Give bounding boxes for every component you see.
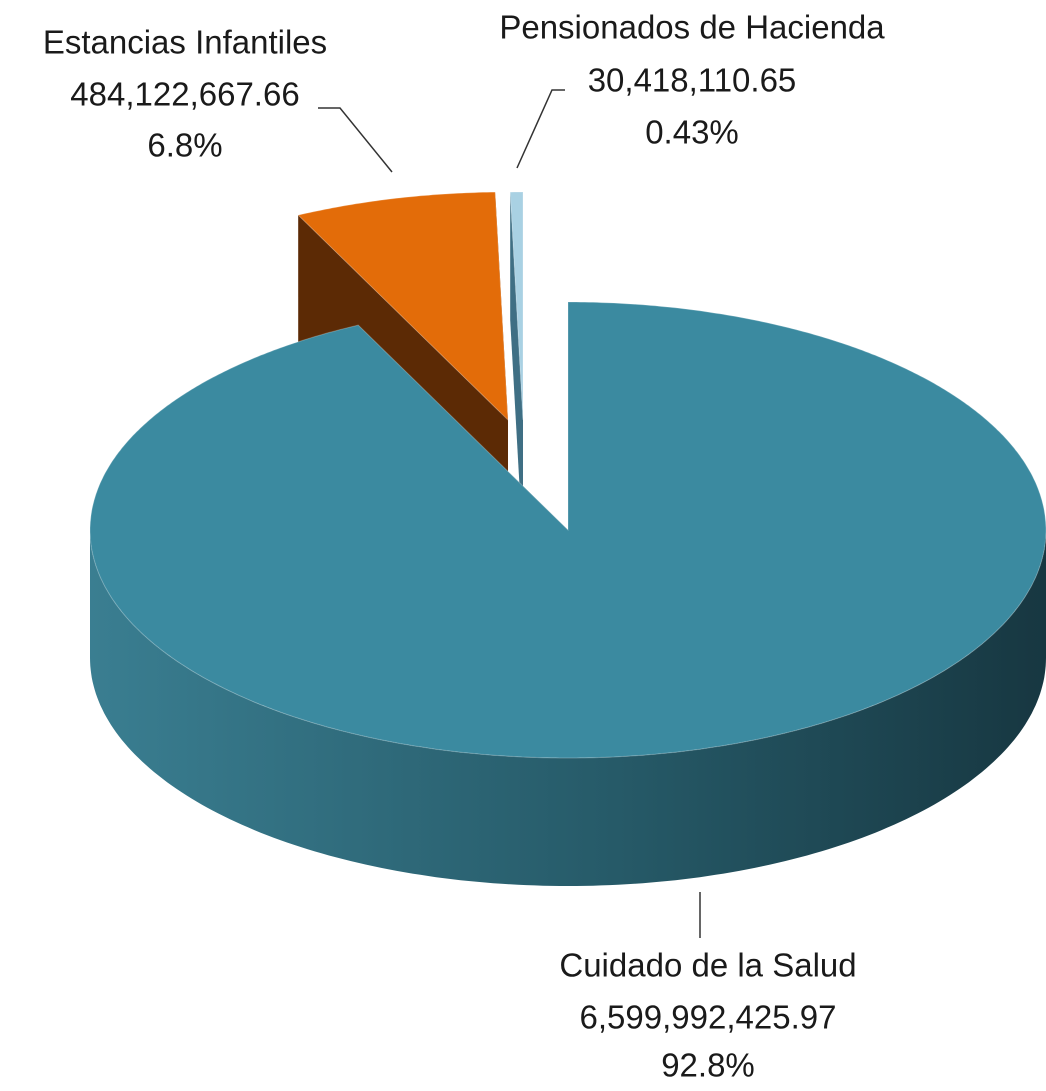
percent-label: 0.43% (645, 114, 739, 151)
slice-label: Cuidado de la Salud (559, 947, 856, 984)
slice-label: Estancias Infantiles (43, 24, 327, 61)
leader-line (516, 89, 565, 169)
value-label: 30,418,110.65 (588, 62, 797, 99)
leader-line (318, 107, 393, 173)
slice-wall (90, 530, 1046, 886)
pie-slice (89, 301, 1046, 759)
slice-label: Pensionados de Hacienda (499, 9, 885, 46)
percent-label: 6.8% (147, 127, 222, 164)
percent-label: 92.8% (661, 1047, 755, 1084)
value-label: 6,599,992,425.97 (580, 999, 837, 1036)
pie-slice (509, 191, 524, 421)
value-label: 484,122,667.66 (70, 76, 299, 113)
slice-side (510, 192, 523, 548)
pie-slice (297, 191, 509, 422)
